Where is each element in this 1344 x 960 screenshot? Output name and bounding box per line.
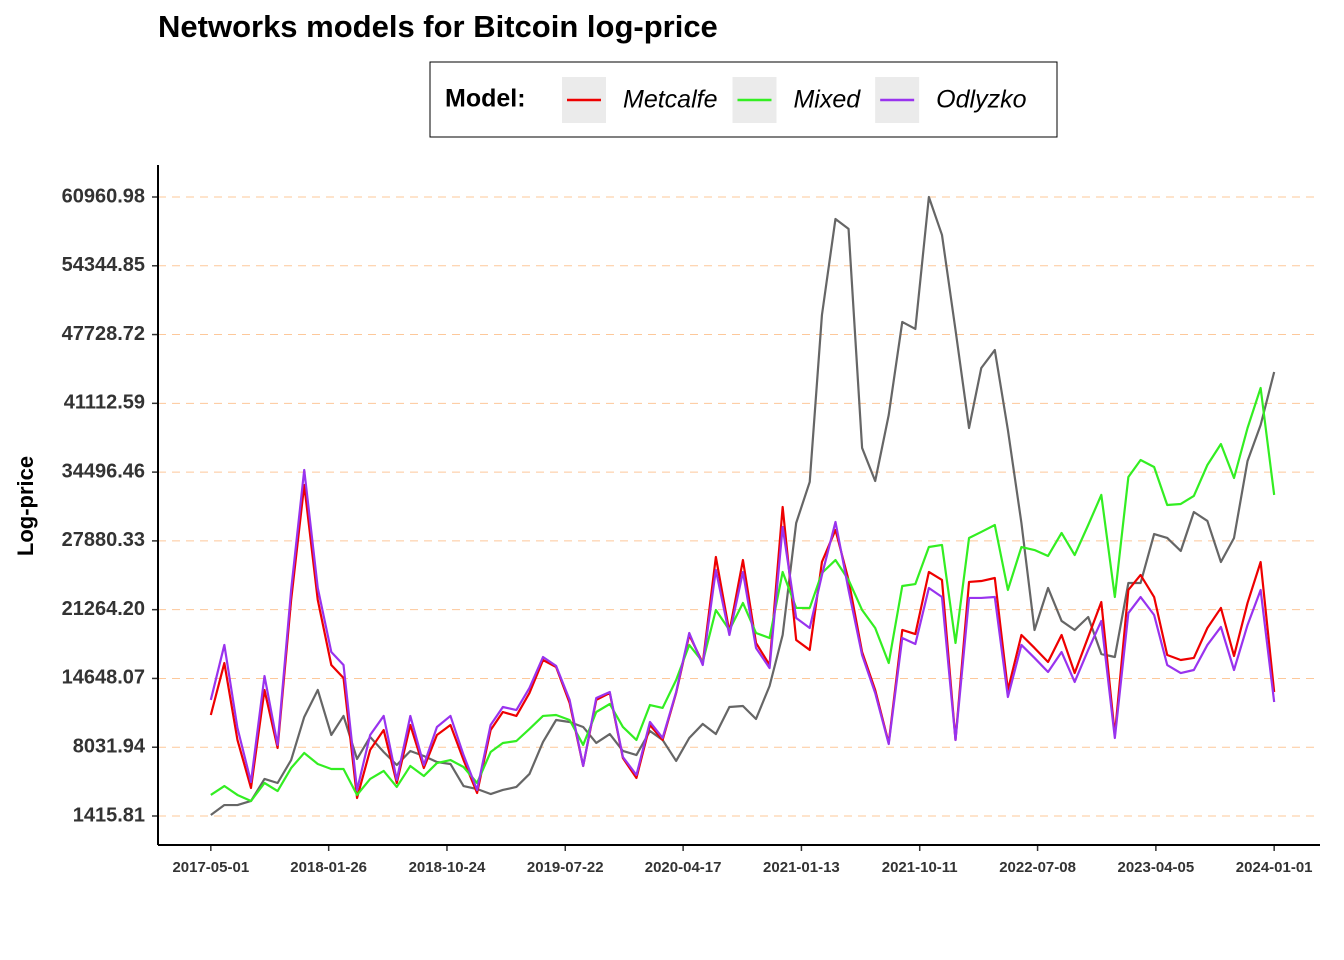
legend-label: Odlyzko — [936, 86, 1026, 114]
x-tick-label: 2018-01-26 — [290, 859, 367, 876]
x-tick-label: 2022-07-08 — [999, 859, 1076, 876]
x-tick-label: 2021-01-13 — [763, 859, 840, 876]
series-line — [209, 468, 1276, 792]
y-tick-label: 41112.59 — [64, 392, 145, 414]
x-tick-label: 2019-07-22 — [527, 859, 604, 876]
y-tick-label: 47728.72 — [62, 323, 145, 345]
x-tick-label: 2021-10-11 — [882, 859, 958, 876]
y-tick-label: 14648.07 — [62, 667, 145, 689]
x-tick-label: 2018-10-24 — [409, 859, 486, 876]
y-tick-label: 34496.46 — [62, 460, 145, 482]
y-axis-label: Log-price — [13, 456, 38, 556]
y-tick-label: 60960.98 — [62, 185, 145, 207]
legend-label: Mixed — [793, 86, 861, 114]
x-tick-label: 2024-01-01 — [1236, 859, 1313, 876]
x-tick-label: 2017-05-01 — [172, 859, 249, 876]
y-tick-label: 21264.20 — [62, 598, 145, 620]
x-tick-label: 2020-04-17 — [645, 859, 722, 876]
series-line — [210, 195, 1276, 816]
y-tick-label: 1415.81 — [73, 804, 145, 826]
y-tick-label: 54344.85 — [62, 254, 145, 276]
chart-title: Networks models for Bitcoin log-price — [158, 9, 718, 44]
legend-title: Model: — [445, 85, 526, 113]
y-tick-label: 8031.94 — [73, 736, 146, 758]
x-tick-label: 2023-04-05 — [1118, 859, 1195, 876]
y-tick-label: 27880.33 — [62, 529, 145, 551]
legend-label: Metcalfe — [623, 86, 717, 114]
series-line — [210, 386, 1276, 803]
series-line — [209, 483, 1276, 800]
